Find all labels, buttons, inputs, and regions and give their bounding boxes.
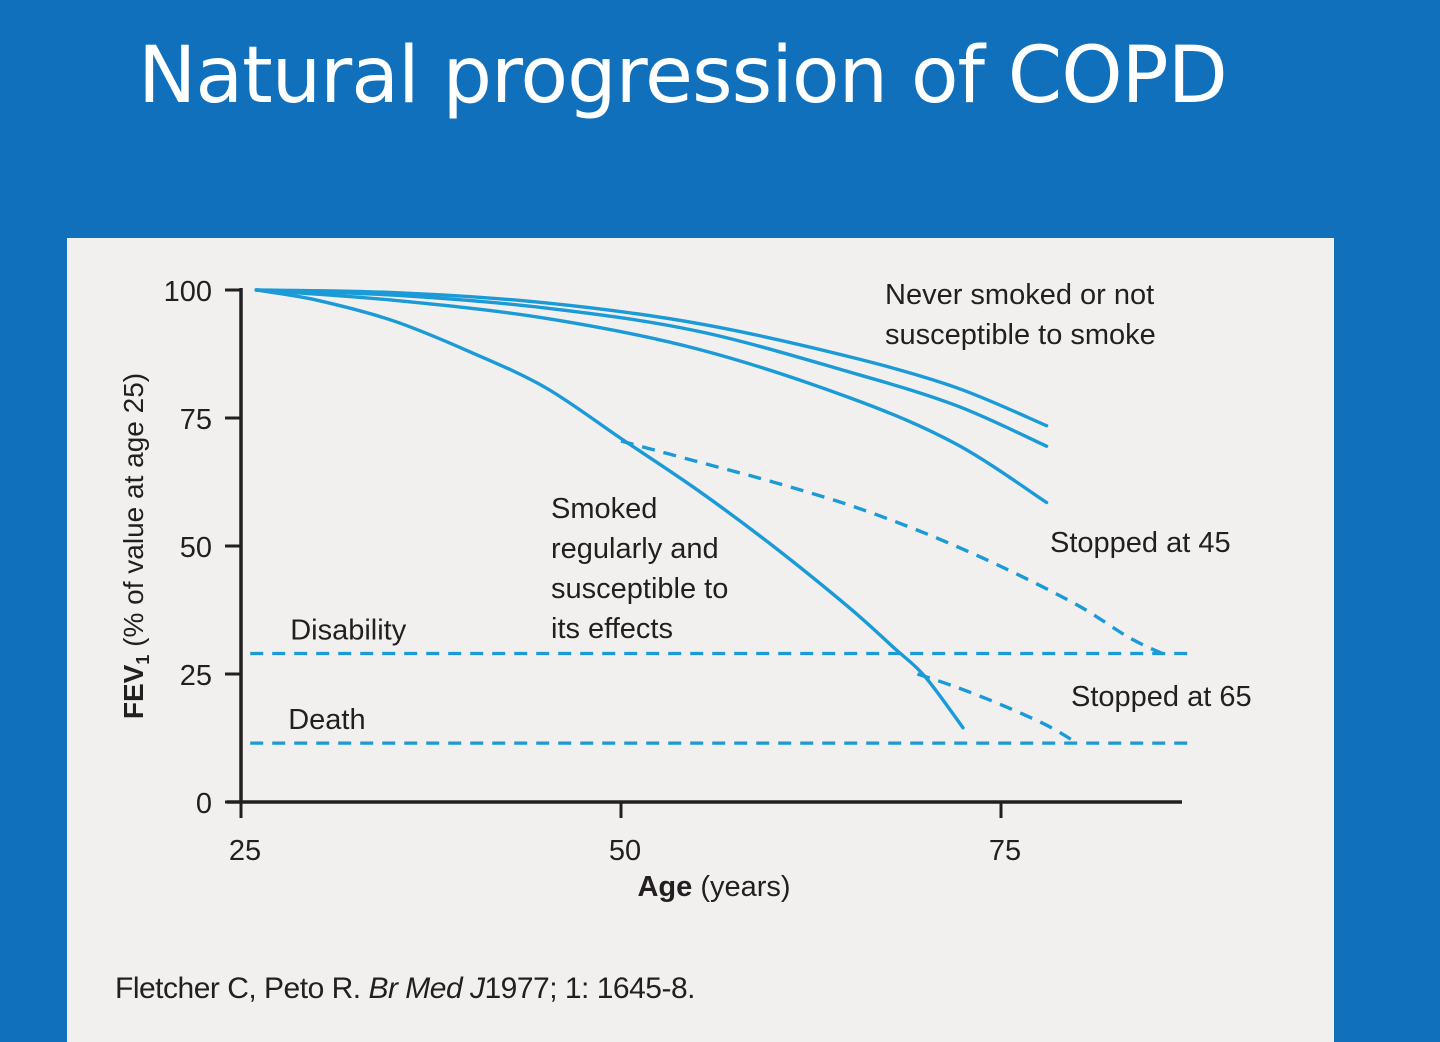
fev1-chart: Disability Death 0 25 50 75 100 25 50 75 Never s… <box>118 276 1252 903</box>
annotation-smoked-line-4: its effects <box>551 613 673 645</box>
y-tick-label-75: 75 <box>180 404 212 436</box>
series-line-stopped-65 <box>916 672 1078 745</box>
x-tick-label-25: 25 <box>229 835 261 867</box>
series-line-never-smoked-2 <box>254 288 1049 448</box>
x-axis-label: Age (years) <box>637 871 790 903</box>
series-line-smoked-susceptible <box>254 288 965 730</box>
y-tick-label-25: 25 <box>180 660 212 692</box>
threshold-label-disability: Disability <box>290 615 407 647</box>
x-axis-label-bold: Age <box>637 871 692 903</box>
threshold-lines: Disability Death <box>250 615 1197 745</box>
x-tick-label-50: 50 <box>609 835 641 867</box>
slide-title: Natural progression of COPD <box>138 31 1228 121</box>
annotation-never-smoked-line-1: Never smoked or not <box>885 279 1154 311</box>
y-tick-label-50: 50 <box>180 532 212 564</box>
annotation-never-smoked-line-2: susceptible to smoke <box>885 319 1156 351</box>
x-tick-label-75: 75 <box>989 835 1021 867</box>
series-line-never-smoked-1 <box>254 288 1049 428</box>
annotation-stopped-45: Stopped at 45 <box>1050 527 1231 559</box>
annotation-smoked-line-2: regularly and <box>551 533 719 565</box>
y-axis-label-fev: FEV <box>118 664 149 719</box>
y-axis-label: FEV1 (% of value at age 25) <box>118 373 155 719</box>
citation: Fletcher C, Peto R. Br Med J1977; 1: 164… <box>115 972 695 1006</box>
citation-details: 1977; 1: 1645-8. <box>484 972 695 1005</box>
annotation-smoked-line-1: Smoked <box>551 493 657 525</box>
y-axis-label-unit: (% of value at age 25) <box>118 373 149 647</box>
annotation-stopped-65: Stopped at 65 <box>1071 681 1252 713</box>
threshold-label-death: Death <box>288 704 365 736</box>
y-tick-label-0: 0 <box>196 788 212 820</box>
annotation-smoked-line-3: susceptible to <box>551 573 728 605</box>
annotation-smoked-regularly: Smoked regularly and susceptible to its … <box>551 493 736 645</box>
series-line-stopped-45 <box>620 439 1169 658</box>
annotations: Never smoked or not susceptible to smoke… <box>551 279 1252 713</box>
chart-panel: Disability Death 0 25 50 75 100 25 50 75 Never s… <box>67 238 1334 1042</box>
axis-ticks: 0 25 50 75 100 25 50 75 <box>164 276 1022 867</box>
y-axis-label-subscript: 1 <box>133 655 153 665</box>
annotation-never-smoked: Never smoked or not susceptible to smoke <box>885 279 1162 351</box>
x-axis-label-unit: (years) <box>700 871 790 903</box>
series-lines <box>254 288 1169 745</box>
y-tick-label-100: 100 <box>164 276 212 308</box>
citation-authors: Fletcher C, Peto R. <box>115 972 361 1005</box>
series-line-never-smoked-3 <box>254 288 1049 505</box>
citation-journal: Br Med J <box>368 972 485 1005</box>
